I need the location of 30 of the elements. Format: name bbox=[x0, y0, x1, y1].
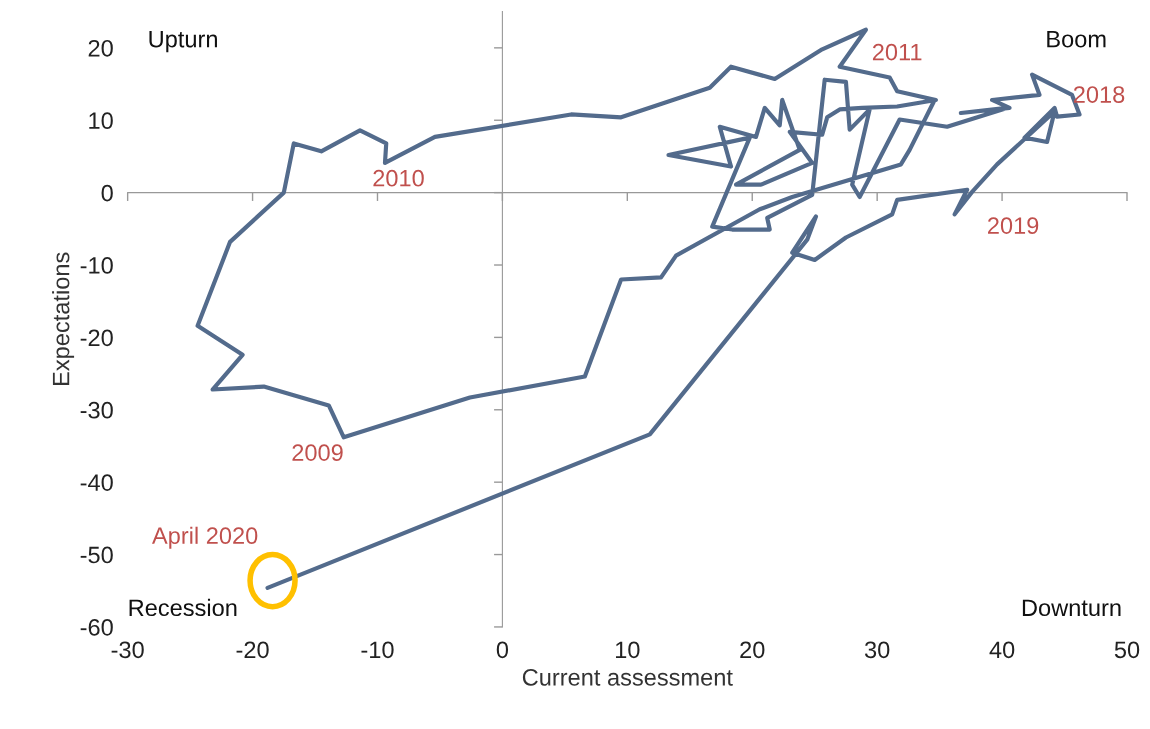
y-tick-label: 20 bbox=[88, 39, 113, 57]
x-tick-label: 0 bbox=[496, 641, 509, 659]
annotation: April 2020 bbox=[151, 526, 258, 549]
y-tick-label: 0 bbox=[101, 184, 113, 202]
annotation: 2009 bbox=[292, 444, 343, 461]
x-axis-title: Current assessment bbox=[522, 669, 733, 686]
y-tick-label: -40 bbox=[80, 474, 113, 491]
annotation: Recession bbox=[129, 598, 237, 617]
x-tick-label: -30 bbox=[111, 641, 144, 659]
y-tick-label: 10 bbox=[89, 112, 113, 130]
y-tick-label: -20 bbox=[80, 329, 113, 347]
annotation: Upturn bbox=[149, 30, 217, 53]
x-tick-label: -20 bbox=[236, 641, 269, 659]
x-tick-label: 30 bbox=[864, 641, 890, 659]
annotation: 2010 bbox=[373, 169, 424, 187]
y-tick-label: -60 bbox=[80, 619, 113, 636]
annotation: 2018 bbox=[1073, 86, 1125, 103]
annotation: Boom bbox=[1047, 30, 1106, 48]
annotation: 2011 bbox=[872, 43, 922, 61]
y-tick-label: -50 bbox=[80, 546, 113, 564]
annotation: Downturn bbox=[1022, 599, 1121, 617]
x-tick-label: 40 bbox=[989, 641, 1015, 659]
y-tick-label: -10 bbox=[80, 257, 113, 274]
annotation: 2019 bbox=[988, 217, 1039, 234]
x-tick-label: 50 bbox=[1114, 641, 1140, 659]
x-tick-label: -10 bbox=[361, 641, 394, 659]
x-tick-label: 10 bbox=[616, 641, 640, 659]
y-tick-label: -30 bbox=[80, 401, 113, 419]
y-axis-title: Expectations bbox=[52, 252, 75, 385]
x-tick-label: 20 bbox=[740, 641, 765, 659]
